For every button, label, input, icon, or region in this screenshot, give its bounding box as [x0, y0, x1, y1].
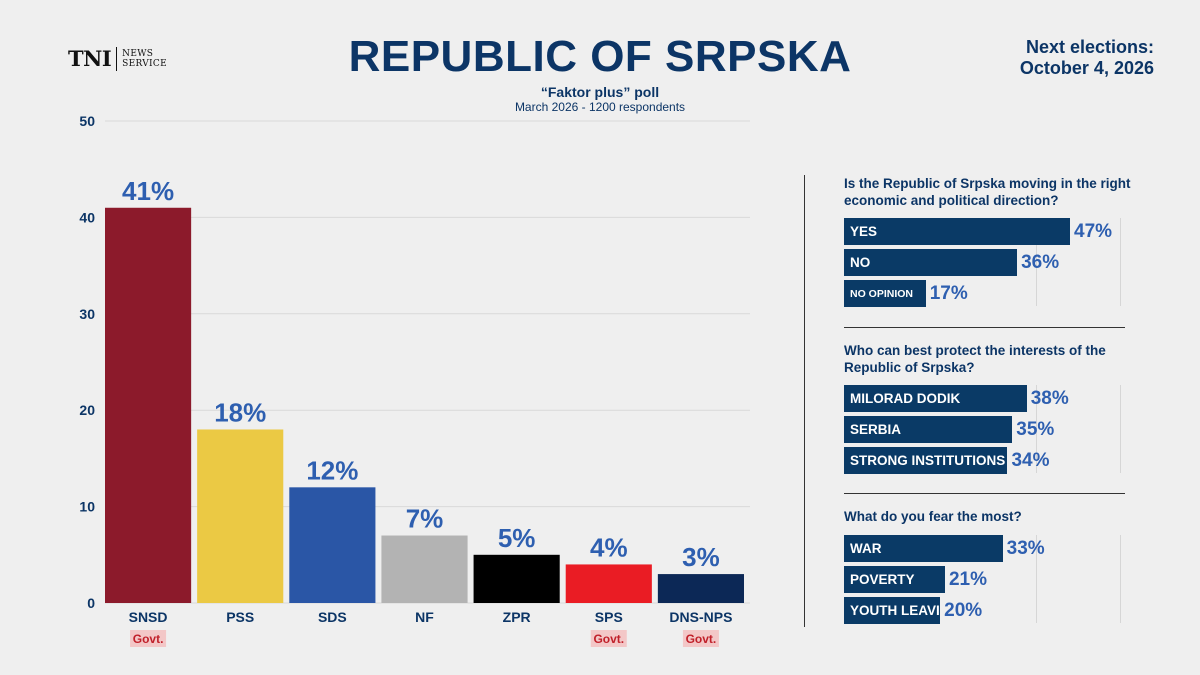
hbar-value: 33%	[1006, 537, 1045, 559]
hbar-row: YES 47%	[844, 218, 1112, 245]
govt-badge: Govt.	[593, 632, 624, 646]
data-label: 7%	[406, 504, 444, 534]
gridline	[1036, 218, 1037, 306]
y-tick-label: 30	[79, 306, 95, 322]
hbar-row: WAR 33%	[844, 535, 1045, 562]
logo-mark: TNI	[68, 46, 112, 71]
data-label: 12%	[306, 455, 358, 485]
logo-divider	[116, 46, 118, 71]
question-protect: Who can best protect the interests of th…	[844, 342, 1144, 376]
hbar-no-opinion: NO OPINION	[844, 280, 926, 307]
bar-pss	[197, 429, 284, 603]
question-protect-title: Who can best protect the interests of th…	[844, 343, 1106, 375]
hbar-value: 17%	[929, 282, 968, 304]
hbar-value: 36%	[1021, 251, 1060, 273]
logo-text-line1: NEWS	[122, 48, 154, 59]
next-elections-date: October 4, 2026	[1019, 58, 1154, 78]
gridline	[1120, 218, 1122, 306]
govt-badge: Govt.	[133, 632, 164, 646]
next-elections-label: Next elections:	[1025, 37, 1154, 57]
govt-badge-bg	[590, 630, 627, 647]
data-label: 4%	[590, 532, 628, 562]
hbar-row: STRONG INSTITUTIONS 34%	[844, 447, 1050, 474]
category-label: NF	[415, 609, 434, 625]
hbar-row: NO OPINION 17%	[844, 280, 968, 307]
question-fear: What do you fear the most?	[844, 508, 1144, 525]
poll-name: “Faktor plus” poll	[540, 84, 660, 100]
gridline	[1036, 535, 1037, 623]
hbar-youth-leaving: YOUTH LEAVING	[844, 597, 941, 624]
govt-badge-bg	[682, 630, 719, 647]
hbar-yes: YES	[844, 218, 1070, 245]
hbar-war: WAR	[844, 535, 1003, 562]
gridline	[1120, 385, 1122, 473]
question-separator	[844, 327, 1125, 328]
hbar-row: YOUTH LEAVING20%	[844, 597, 982, 624]
data-label: 5%	[498, 523, 536, 553]
tni-logo: TNI NEWS SERVICE	[68, 46, 167, 71]
bar-sds	[289, 487, 376, 603]
logo-text: NEWS SERVICE	[122, 49, 167, 69]
bar-snsd	[105, 207, 192, 603]
question-direction-title: Is the Republic of Srpska moving in the …	[844, 176, 1131, 208]
hbar-row: NO 36%	[844, 249, 1059, 276]
logo-text-line2: SERVICE	[122, 58, 167, 69]
y-tick-label: 20	[79, 402, 95, 418]
hbar-value: 47%	[1074, 220, 1113, 242]
party-bar-chart: 0 10 20 30 40 50 41% SNSD Govt. 18% PSS 12% SDS 7% NF 5…	[79, 113, 750, 647]
hbar-poverty: POVERTY	[844, 566, 945, 593]
category-label: SPS	[595, 609, 623, 625]
govt-badge-bg	[130, 630, 167, 647]
y-tick-label: 40	[79, 209, 95, 225]
y-tick-label: 50	[79, 113, 95, 129]
hbar-serbia: SERBIA	[844, 416, 1013, 443]
bar-sps	[565, 564, 652, 603]
question-separator	[844, 493, 1125, 494]
next-elections: Next elections: October 4, 2026	[1020, 37, 1154, 79]
hbar-value: 21%	[948, 568, 987, 590]
y-tick-label: 0	[87, 595, 95, 611]
hbar-no: NO	[844, 249, 1018, 276]
hbar-value: 20%	[944, 599, 983, 621]
category-label: SNSD	[129, 609, 168, 625]
govt-badge: Govt.	[686, 632, 717, 646]
category-label: SDS	[318, 609, 347, 625]
category-label: ZPR	[503, 609, 531, 625]
hbar-strong-institutions: STRONG INSTITUTIONS	[844, 447, 1008, 474]
page-title: REPUBLIC OF SRPSKA	[348, 32, 852, 81]
hbar-value: 35%	[1016, 418, 1055, 440]
question-direction: Is the Republic of Srpska moving in the …	[844, 175, 1144, 209]
bar-dns-nps	[657, 574, 744, 603]
hbar-value: 38%	[1030, 387, 1069, 409]
data-label: 18%	[214, 397, 266, 427]
category-label: DNS-NPS	[669, 609, 732, 625]
hbar-milorad-dodik: MILORAD DODIK	[844, 385, 1027, 412]
data-label: 3%	[682, 542, 720, 572]
bar-nf	[381, 535, 468, 603]
question-fear-title: What do you fear the most?	[844, 509, 1022, 524]
panel-divider	[804, 175, 805, 627]
hbar-row: MILORAD DODIK 38%	[844, 385, 1069, 412]
hbar-row: SERBIA 35%	[844, 416, 1054, 443]
bar-zpr	[473, 554, 560, 603]
gridline	[1036, 385, 1037, 473]
hbar-value: 34%	[1011, 449, 1050, 471]
data-label: 41%	[122, 176, 174, 206]
poll-details: March 2026 - 1200 respondents	[514, 100, 686, 114]
category-label: PSS	[226, 609, 254, 625]
y-tick-label: 10	[79, 499, 95, 515]
hbar-row: POVERTY 21%	[844, 566, 987, 593]
gridline	[1120, 535, 1122, 623]
